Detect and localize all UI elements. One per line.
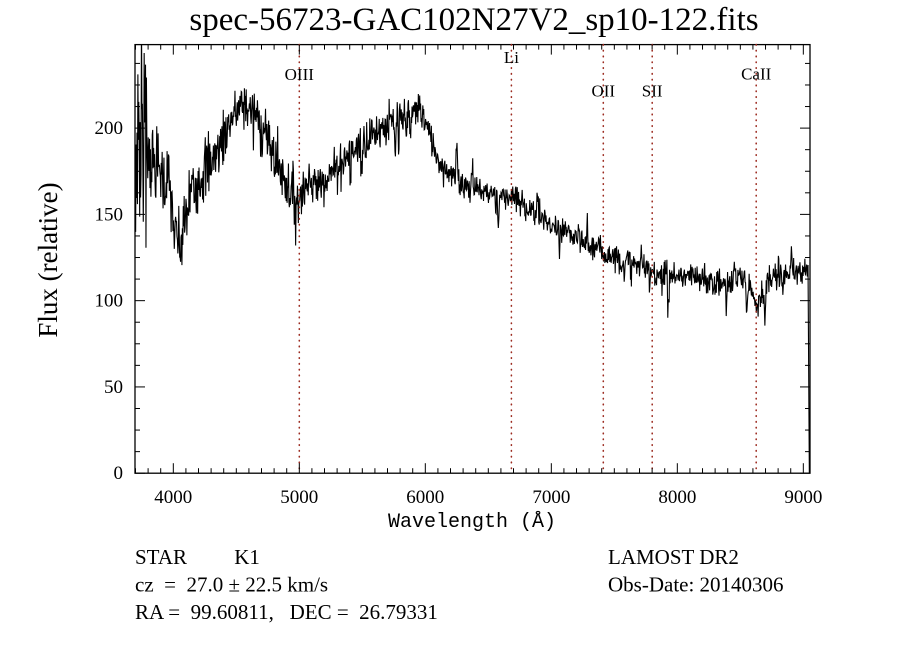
svg-text:Wavelength (Å): Wavelength (Å) xyxy=(388,511,556,534)
svg-text:spec-56723-GAC102N27V2_sp10-12: spec-56723-GAC102N27V2_sp10-122.fits xyxy=(189,2,758,38)
svg-text:SII: SII xyxy=(642,82,663,101)
svg-text:CaII: CaII xyxy=(741,64,772,83)
svg-text:0: 0 xyxy=(114,463,124,484)
svg-text:6000: 6000 xyxy=(406,487,444,508)
svg-text:200: 200 xyxy=(95,118,124,139)
svg-text:8000: 8000 xyxy=(658,487,696,508)
svg-text:50: 50 xyxy=(104,377,123,398)
svg-text:LAMOST DR2: LAMOST DR2 xyxy=(608,545,739,569)
svg-text:OII: OII xyxy=(591,82,615,101)
svg-text:RA = 99.60811, DEC = 26.79: RA = 99.60811, DEC = 26.79331 xyxy=(135,600,438,624)
svg-text:100: 100 xyxy=(95,291,124,312)
svg-text:4000: 4000 xyxy=(154,487,192,508)
svg-text:5000: 5000 xyxy=(280,487,318,508)
svg-text:Flux (relative): Flux (relative) xyxy=(33,182,63,337)
svg-text:7000: 7000 xyxy=(532,487,570,508)
svg-text:Obs-Date: 20140306: Obs-Date: 20140306 xyxy=(608,573,784,597)
svg-text:9000: 9000 xyxy=(784,487,822,508)
svg-text:STAR K1: STAR K1 xyxy=(135,545,260,569)
svg-text:150: 150 xyxy=(95,204,124,225)
svg-text:cz = 27.0 ± 22.5 km/s: cz = 27.0 ± 22.5 km/s xyxy=(135,573,328,597)
svg-text:OIII: OIII xyxy=(285,65,315,84)
svg-text:Li: Li xyxy=(504,48,519,67)
